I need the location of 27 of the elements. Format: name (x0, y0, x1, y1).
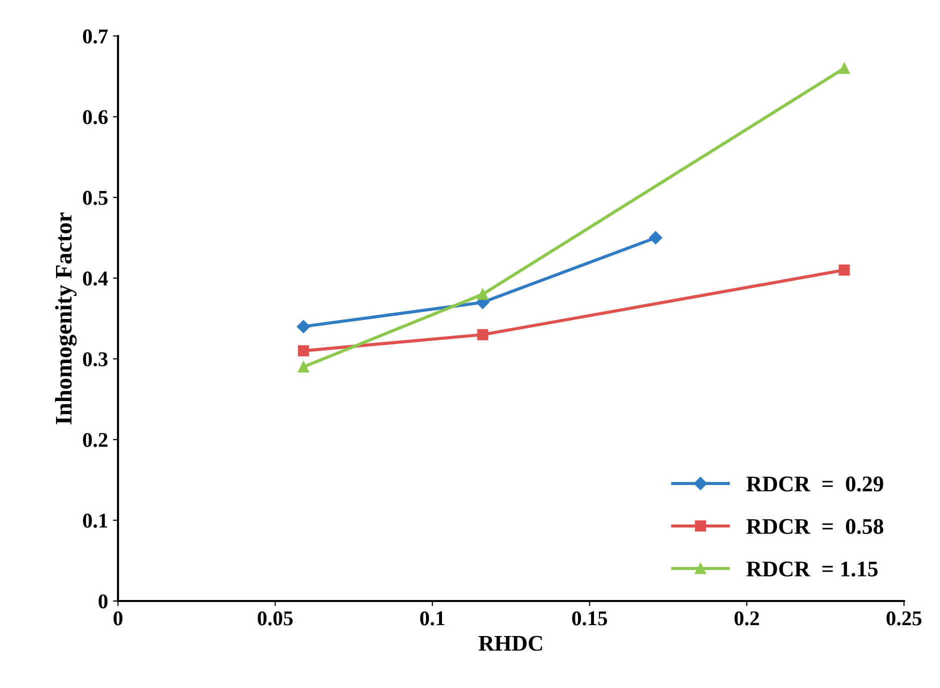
x-tick-label: 0.15 (572, 611, 608, 626)
y-tick-label: 0.5 (83, 190, 108, 205)
y-tick-label: 0.3 (83, 352, 108, 366)
x-tick-label: 0 (114, 611, 122, 626)
y-tick-label: 0.6 (83, 110, 108, 124)
x-tick-label: 0.1 (420, 611, 444, 626)
x-tick-label: 0.05 (258, 611, 293, 626)
legend-label: RDCR = 1.15 (746, 562, 878, 577)
y-tick-label: 0.7 (83, 29, 108, 44)
y-tick-label: 0.2 (83, 432, 108, 448)
point (838, 264, 850, 276)
y-tick-label: 0.4 (83, 272, 108, 286)
point (649, 231, 662, 244)
x-tick-label: 0.25 (886, 611, 922, 626)
y-tick-label: 0 (98, 594, 108, 608)
x-axis-title: RHDC (478, 636, 542, 651)
legend-label: RDCR = 0.58 (746, 518, 884, 534)
x-tick-label: 0.2 (734, 611, 759, 626)
y-tick-label: 0.1 (83, 514, 108, 528)
point (838, 62, 850, 74)
point (298, 345, 310, 356)
point (477, 288, 488, 300)
legend-label: RDCR = 0.29 (746, 476, 884, 492)
y-axis-title: Inhomogenity Factor (55, 212, 77, 424)
point (296, 320, 310, 334)
point (477, 329, 488, 340)
point (298, 361, 310, 372)
